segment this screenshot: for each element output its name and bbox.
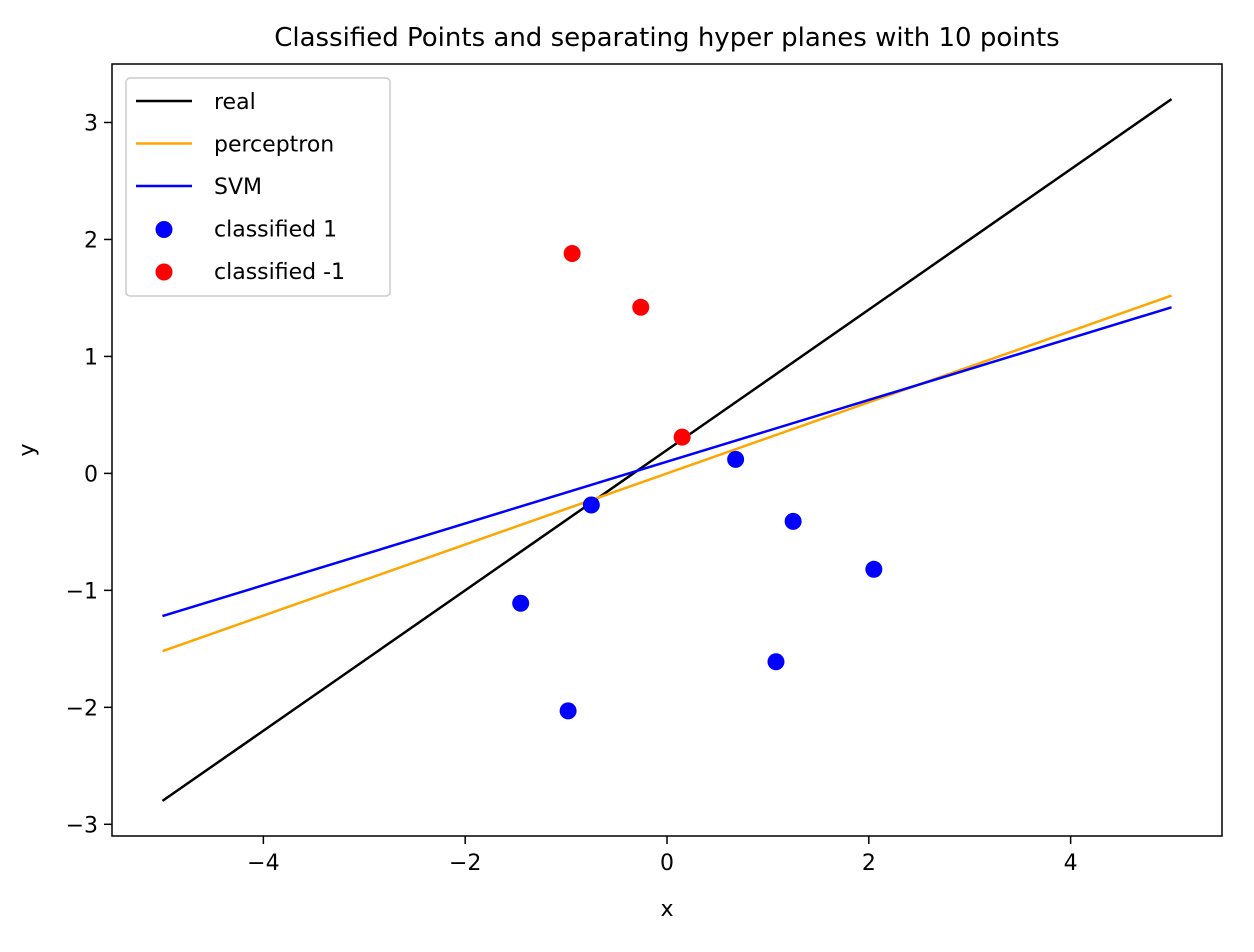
plot-area [161,98,1173,802]
legend-entry-label: classified 1 [214,218,337,243]
legend-swatch-marker [155,221,173,238]
legend: real perceptron SVM classified 1 classified … [125,77,391,297]
legend-box [125,77,391,297]
y-tick-label: −2 [66,696,98,721]
x-tick-label: 2 [862,851,876,876]
y-tick-label: 0 [84,462,98,487]
legend-entry-label: classified -1 [214,260,345,285]
y-tick-label: 1 [84,345,98,370]
legend-entry-label: SVM [214,175,262,200]
point-classified--1 [673,428,691,446]
point-classified-1 [559,702,577,720]
y-tick-label: 3 [84,111,98,136]
x-tick-label: −2 [449,851,481,876]
y-tick-label: −3 [66,813,98,838]
legend-entry-label: perceptron [214,133,334,158]
series-line-real [161,98,1173,802]
point-classified-1 [582,496,600,514]
x-tick-label: −4 [247,851,279,876]
legend-entry-label: real [214,90,256,115]
y-axis-label: y [15,443,40,456]
point-classified-1 [865,560,883,578]
x-axis-ticks: −4 −2 0 2 4 [247,836,1078,876]
y-tick-label: 2 [84,228,98,253]
series-line-perceptron [162,294,1172,653]
series-line-svm [162,306,1172,618]
x-tick-label: 4 [1064,851,1078,876]
legend-swatch-marker [155,263,173,281]
point-classified-1 [512,594,530,612]
point-classified--1 [563,244,581,262]
y-axis-ticks: −3 −2 −1 0 1 2 3 [66,111,112,838]
y-tick-label: −1 [66,579,98,604]
point-classified-1 [727,450,745,468]
point-classified--1 [632,298,650,316]
point-classified-1 [784,512,802,530]
chart-title: Classified Points and separating hyper p… [274,23,1059,53]
x-tick-label: 0 [660,851,674,876]
point-classified-1 [767,653,785,671]
x-axis-label: x [660,897,673,922]
